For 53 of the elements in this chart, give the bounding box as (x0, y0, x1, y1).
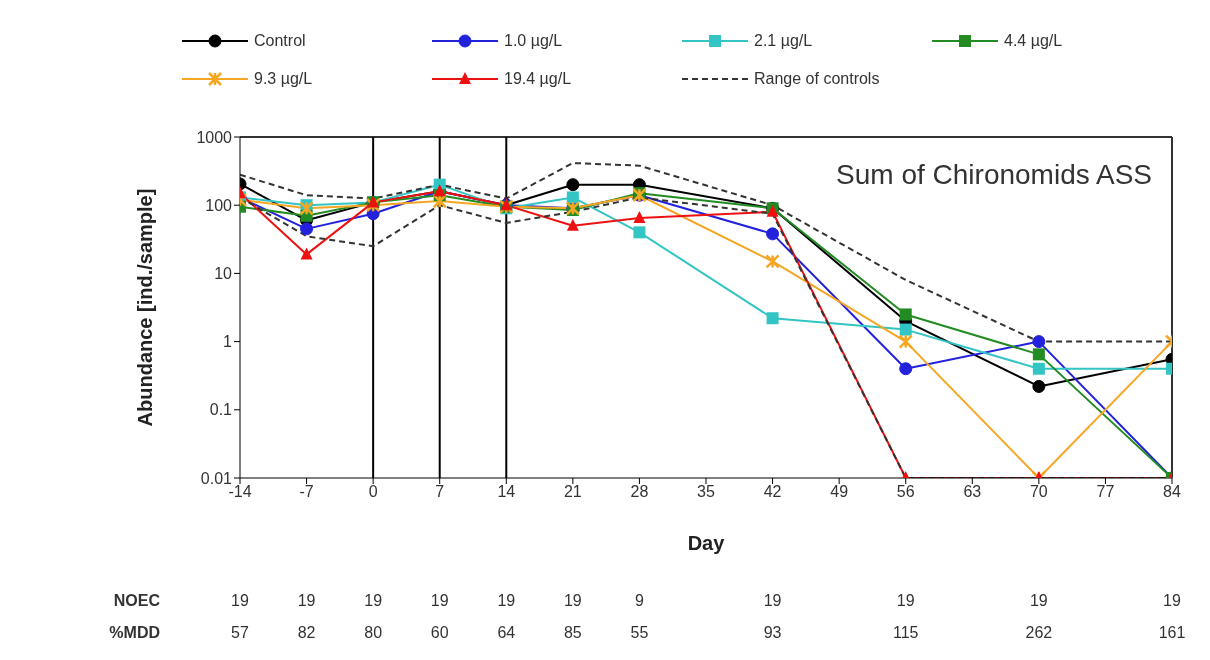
text: 19 (562, 592, 583, 610)
text: 60 (429, 624, 450, 642)
legend-label: 2.1 µg/L (754, 32, 813, 50)
x-tick-label: 21 (563, 483, 582, 501)
x-tick-label: 14 (497, 483, 516, 501)
x-tick-label: -7 (299, 483, 314, 501)
y-axis-title: Abundance [ind./sample] (134, 188, 157, 427)
text: 19 (363, 592, 384, 610)
text: 9 (633, 592, 645, 610)
text: 57 (230, 624, 250, 642)
text: 19 (496, 592, 517, 610)
text: 93 (762, 624, 783, 642)
y-tick-label: 1000 (196, 128, 233, 146)
text: %MDD (108, 624, 160, 642)
text: 55 (629, 624, 650, 642)
x-tick-label: 35 (697, 483, 715, 501)
x-tick-label: 42 (763, 483, 782, 501)
y-tick-label: 1 (223, 333, 233, 351)
legend-label: Range of controls (754, 70, 880, 88)
y-tick-label: 0.1 (209, 401, 233, 419)
y-tick-label: 100 (205, 196, 233, 214)
legend-label: 1.0 µg/L (504, 32, 563, 50)
x-tick-label: 56 (896, 483, 915, 501)
x-tick-label: 77 (1096, 483, 1115, 501)
text: 19 (429, 592, 450, 610)
text: 161 (1157, 624, 1187, 642)
x-tick-label: 84 (1163, 483, 1181, 501)
text: Sum of Chironomids ASS (836, 159, 1152, 191)
text: 19 (895, 592, 916, 610)
legend-label: 9.3 µg/L (254, 70, 313, 88)
legend-label: Control (254, 32, 306, 50)
y-tick-label: 10 (214, 265, 233, 283)
legend-label: 4.4 µg/L (1004, 32, 1063, 50)
text: 19 (230, 592, 250, 610)
x-tick-label: 28 (630, 483, 649, 501)
x-tick-label: 49 (830, 483, 849, 501)
x-tick-label: 0 (368, 483, 378, 501)
x-tick-label: 70 (1029, 483, 1048, 501)
x-axis-title: Day (687, 532, 726, 554)
text: 19 (762, 592, 783, 610)
x-tick-label: 63 (963, 483, 982, 501)
text: 19 (1162, 592, 1182, 610)
text: 262 (1024, 624, 1054, 642)
text: 115 (891, 624, 920, 642)
text: 82 (296, 624, 317, 642)
text: 64 (496, 624, 517, 642)
legend-label: 19.4 µg/L (504, 70, 572, 88)
text: 85 (562, 624, 583, 642)
text: 80 (363, 624, 384, 642)
text: NOEC (112, 592, 160, 610)
x-tick-label: 7 (435, 483, 445, 501)
text: 19 (296, 592, 317, 610)
text: 19 (1028, 592, 1049, 610)
